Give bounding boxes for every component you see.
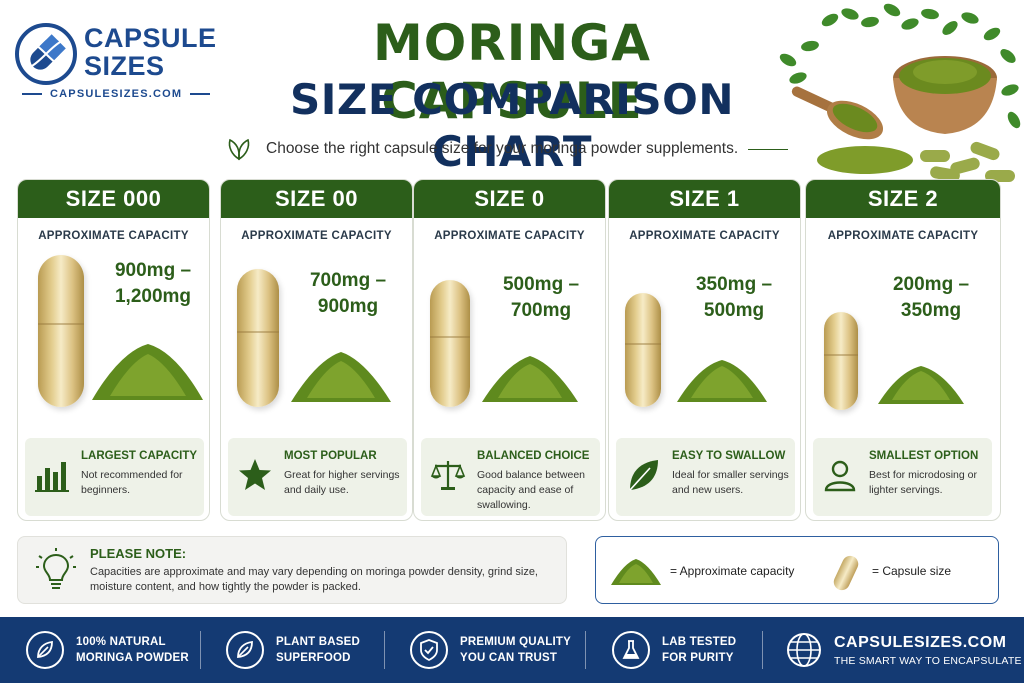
feature-desc: Not recommended for beginners. xyxy=(81,469,183,496)
card-size-00: SIZE 00 APPROXIMATE CAPACITY 700mg –900m… xyxy=(220,179,413,521)
star-icon xyxy=(239,459,271,490)
footer-brand-name: CAPSULESIZES.COM xyxy=(834,633,1007,651)
powder-pile-icon xyxy=(291,352,391,402)
powder-pile-icon xyxy=(482,356,578,402)
footer-brand[interactable]: CAPSULESIZES.COM THE SMART WAY TO ENCAPS… xyxy=(786,617,1022,683)
bar-chart-icon xyxy=(35,462,69,492)
brand-name: CAPSULE SIZES xyxy=(84,23,217,81)
note-title: PLEASE NOTE: xyxy=(90,546,187,561)
powder-pile-icon xyxy=(92,344,203,400)
lightbulb-icon xyxy=(36,548,76,589)
footer-bar: 100% NATURAL MORINGA POWDER PLANT BASED SU… xyxy=(0,617,1024,683)
moringa-hero-illustration xyxy=(779,3,1021,182)
dna-capsule-logo-icon xyxy=(15,23,77,85)
capacity-label: APPROXIMATE CAPACITY xyxy=(434,230,585,242)
card-size-1: SIZE 1 APPROXIMATE CAPACITY 350mg –500mg… xyxy=(608,179,801,521)
capsule-0-icon xyxy=(430,280,470,407)
feature-box: MOST POPULAR Great for higher servings a… xyxy=(228,438,407,516)
page-title-line1: MORINGA CAPSULE xyxy=(373,14,651,130)
card-size-000: SIZE 000 APPROXIMATE CAPACITY 900mg –1,2… xyxy=(17,179,210,521)
capacity-value: 350mg –500mg xyxy=(695,274,773,321)
footer-brand-tagline: THE SMART WAY TO ENCAPSULATE xyxy=(834,654,1022,667)
card-size-2: SIZE 2 APPROXIMATE CAPACITY 200mg –350mg… xyxy=(805,179,1001,521)
leaf-icon xyxy=(226,631,264,669)
card-size-0: SIZE 0 APPROXIMATE CAPACITY 500mg –700mg… xyxy=(413,179,606,521)
feature-title: LARGEST CAPACITY xyxy=(81,450,198,462)
powder-pile-icon xyxy=(878,366,964,404)
person-icon xyxy=(824,460,856,492)
legend-powder-label: = Approximate capacity xyxy=(670,564,795,578)
feature-box: BALANCED CHOICE Good balance between cap… xyxy=(421,438,600,516)
powder-pile-icon xyxy=(677,360,767,402)
brand-logo[interactable]: CAPSULE SIZES CAPSULESIZES.COM xyxy=(14,18,224,103)
capacity-value: 500mg –700mg xyxy=(502,274,580,321)
feature-desc: Good balance between capacity and ease o… xyxy=(477,469,585,511)
footer-item-plant: PLANT BASED SUPERFOOD xyxy=(226,617,360,683)
capacity-value: 900mg –1,200mg xyxy=(114,260,192,307)
capacity-label: APPROXIMATE CAPACITY xyxy=(241,230,392,242)
page-title-line2: SIZE COMPARISON CHART xyxy=(290,75,734,176)
leaf-icon xyxy=(228,138,250,161)
leaf-icon xyxy=(629,460,658,491)
feature-title: SMALLEST OPTION xyxy=(869,450,979,462)
capacity-label: APPROXIMATE CAPACITY xyxy=(38,230,189,242)
feature-title: BALANCED CHOICE xyxy=(477,450,590,462)
flask-icon xyxy=(612,631,650,669)
capsule-size-cards: SIZE 000 APPROXIMATE CAPACITY 900mg –1,2… xyxy=(17,179,1001,521)
capacity-label: APPROXIMATE CAPACITY xyxy=(629,230,780,242)
footer-item-quality: PREMIUM QUALITY YOU CAN TRUST xyxy=(410,617,571,683)
feature-desc: Best for microdosing or lighter servings… xyxy=(869,469,977,496)
powder-pile-icon xyxy=(611,559,661,585)
feature-box: LARGEST CAPACITY Not recommended for beg… xyxy=(25,438,204,516)
legend-box: = Approximate capacity = Capsule size xyxy=(595,536,999,604)
capsule-00-icon xyxy=(237,269,279,407)
footer-item-natural: 100% NATURAL MORINGA POWDER xyxy=(26,617,189,683)
feature-title: EASY TO SWALLOW xyxy=(672,450,786,462)
note-text: Capacities are approximate and may vary … xyxy=(90,566,538,593)
capsule-icon xyxy=(833,555,859,591)
globe-icon xyxy=(787,633,821,667)
capsule-2-icon xyxy=(824,312,858,410)
legend-capsule-label: = Capsule size xyxy=(872,564,952,578)
card-title: SIZE 000 xyxy=(18,180,209,218)
feature-box: EASY TO SWALLOW Ideal for smaller servin… xyxy=(616,438,795,516)
footer-item-lab: LAB TESTED FOR PURITY xyxy=(612,617,736,683)
card-title: SIZE 2 xyxy=(806,180,1000,218)
capsule-000-icon xyxy=(38,255,84,407)
capacity-label: APPROXIMATE CAPACITY xyxy=(827,230,979,242)
capacity-value: 700mg –900mg xyxy=(309,270,387,317)
scale-icon xyxy=(430,461,466,490)
feature-desc: Great for higher servings and daily use. xyxy=(284,469,400,496)
feature-title: MOST POPULAR xyxy=(284,450,377,462)
card-title: SIZE 1 xyxy=(609,180,800,218)
page-subtitle: Choose the right capsule size for your m… xyxy=(222,137,802,161)
card-title: SIZE 00 xyxy=(221,180,412,218)
feature-desc: Ideal for smaller servings and new users… xyxy=(672,469,789,496)
capacity-value: 200mg –350mg xyxy=(892,274,970,321)
feature-box: SMALLEST OPTION Best for microdosing or … xyxy=(813,438,992,516)
capsule-1-icon xyxy=(625,293,661,407)
card-title: SIZE 0 xyxy=(414,180,605,218)
leaf-icon xyxy=(26,631,64,669)
brand-url: CAPSULESIZES.COM xyxy=(22,88,211,100)
please-note-box: PLEASE NOTE: Capacities are approximate … xyxy=(17,536,567,604)
shield-check-icon xyxy=(410,631,448,669)
